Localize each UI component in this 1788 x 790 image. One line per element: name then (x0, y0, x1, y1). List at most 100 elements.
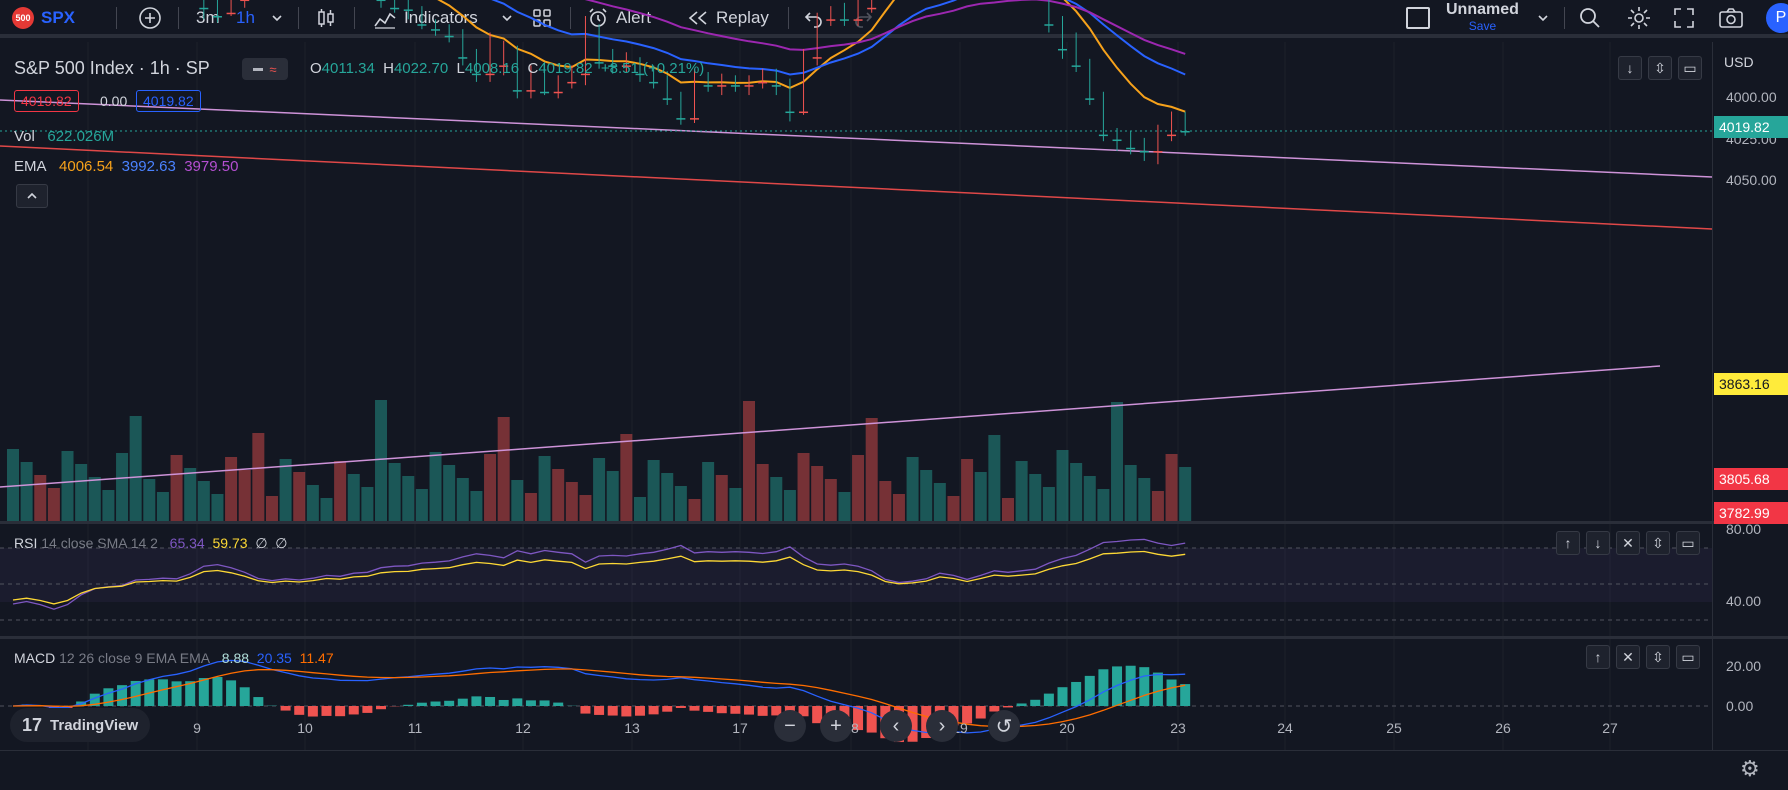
macd-histogram-bar (226, 680, 237, 706)
rsi-line (12, 538, 1186, 610)
collapse-pane-button[interactable]: ⇳ (1646, 531, 1670, 555)
volume-bar (838, 492, 851, 521)
zoom-out-button[interactable]: − (774, 710, 806, 742)
candle-body (1126, 147, 1136, 150)
macd-histogram-bar (444, 700, 455, 706)
chevron-down-icon (502, 15, 512, 22)
volume-bar (633, 497, 646, 521)
interval-3m[interactable]: 3m (196, 8, 220, 27)
user-menu-button[interactable]: P (1766, 0, 1788, 36)
macd-histogram-bar (430, 701, 441, 706)
chevron-left-icon: ‹ (892, 714, 900, 737)
sell-button[interactable]: 4019.82 (14, 90, 79, 112)
layout-name-button[interactable]: Unnamed Save (1446, 0, 1519, 36)
macd-legend[interactable]: MACD 12 26 close 9 EMA EMA 8.88 20.35 11… (14, 650, 334, 666)
settings-corner-button[interactable]: ⚙ (1740, 756, 1760, 782)
move-pane-down-button[interactable]: ↓ (1618, 56, 1642, 80)
volume-bar (116, 453, 129, 521)
collapse-pane-button[interactable]: ⇳ (1648, 56, 1672, 80)
replay-button[interactable]: Replay (686, 0, 769, 36)
tradingview-watermark[interactable]: 17 TradingView (10, 708, 151, 742)
symbol-title[interactable]: S&P 500 Index · 1h · SP (14, 58, 210, 78)
toolbar-divider (570, 7, 571, 29)
collapse-legend-button[interactable] (16, 184, 48, 208)
high-label: H (383, 60, 394, 77)
maximize-pane-button[interactable]: ▭ (1676, 531, 1700, 555)
reset-chart-button[interactable]: ↺ (988, 710, 1020, 742)
macd-histogram-bar (866, 706, 877, 733)
macd-histogram-bar (1112, 666, 1123, 706)
volume-bar (1015, 461, 1028, 521)
currency-label[interactable]: USD (1724, 54, 1754, 70)
candle-body (580, 73, 590, 76)
interval-1h[interactable]: 1h (236, 8, 255, 27)
redo-button[interactable] (852, 0, 874, 36)
volume-bar (1138, 478, 1151, 521)
close-pane-button[interactable]: ✕ (1616, 531, 1640, 555)
candle-body (212, 16, 222, 18)
close-pane-button[interactable]: ✕ (1616, 645, 1640, 669)
snapshot-button[interactable] (1718, 0, 1744, 36)
undo-button[interactable] (803, 0, 825, 36)
maximize-pane-button[interactable]: ▭ (1676, 645, 1700, 669)
candle-body (553, 91, 563, 94)
chevron-up-icon (27, 192, 37, 199)
toolbar-divider (178, 7, 179, 29)
settings-button[interactable] (1626, 0, 1652, 36)
indicators-dropdown[interactable] (500, 0, 514, 36)
zoom-in-button[interactable]: + (820, 710, 852, 742)
scroll-left-button[interactable]: ‹ (880, 710, 912, 742)
search-button[interactable] (1578, 0, 1602, 36)
time-axis-border (0, 750, 1788, 751)
symbol-search-button[interactable]: 500 SPX (12, 0, 75, 36)
volume-bar (265, 496, 278, 521)
layout-dropdown[interactable] (1536, 0, 1550, 36)
volume-bar (674, 486, 687, 521)
chart-type-button[interactable] (314, 0, 338, 36)
macd-tick: 0.00 (1726, 698, 1754, 714)
top-toolbar: 500 SPX 3m 1h Indicators Alert Replay (0, 0, 1788, 38)
volume-bar (225, 457, 238, 521)
compare-symbol-button[interactable] (138, 0, 162, 36)
candle-body (758, 81, 768, 84)
volume-bar (211, 494, 224, 521)
volume-bar (688, 499, 701, 521)
candle-body (635, 73, 645, 76)
price-tick: 4050.00 (1726, 171, 1777, 188)
legend-toggle[interactable]: ≈ (242, 58, 288, 80)
select-checkbox[interactable] (1406, 0, 1430, 36)
chevron-right-icon: › (938, 714, 946, 737)
volume-legend[interactable]: Vol 622.026M (14, 128, 114, 145)
macd-histogram-bar (498, 699, 509, 706)
rsi-legend[interactable]: RSI 14 close SMA 14 2 65.34 59.73 ∅ ∅ (14, 535, 288, 552)
candle-body (485, 73, 495, 76)
macd-histogram-bar (962, 706, 973, 724)
close-icon: ✕ (1622, 648, 1634, 665)
candle-body (744, 85, 754, 87)
macd-histogram-bar (239, 687, 250, 706)
close-value: 4019.82 (538, 60, 593, 77)
move-pane-up-button[interactable]: ↑ (1556, 531, 1580, 555)
move-pane-down-button[interactable]: ↓ (1586, 531, 1610, 555)
candle-body (1153, 151, 1163, 153)
pane-divider[interactable] (0, 636, 1788, 639)
fullscreen-button[interactable] (1672, 0, 1696, 36)
collapse-pane-button[interactable]: ⇳ (1646, 645, 1670, 669)
pane-divider[interactable] (0, 521, 1788, 524)
time-tick: 24 (1277, 720, 1293, 736)
buy-button[interactable]: 4019.82 (136, 90, 201, 112)
macd-histogram-bar (280, 706, 291, 711)
collapse-icon: ⇳ (1654, 59, 1666, 76)
move-pane-up-button[interactable]: ↑ (1586, 645, 1610, 669)
candle-body (226, 12, 236, 15)
volume-bar (1124, 465, 1137, 521)
maximize-pane-button[interactable]: ▭ (1678, 56, 1702, 80)
candle-body (649, 81, 659, 84)
scroll-right-button[interactable]: › (926, 710, 958, 742)
macd-histogram-bar (1071, 681, 1082, 706)
ema-legend[interactable]: EMA 4006.54 3992.63 3979.50 (14, 158, 238, 175)
candle-body (458, 57, 468, 59)
macd-histogram-bar (907, 706, 918, 742)
interval-dropdown[interactable] (270, 0, 284, 36)
